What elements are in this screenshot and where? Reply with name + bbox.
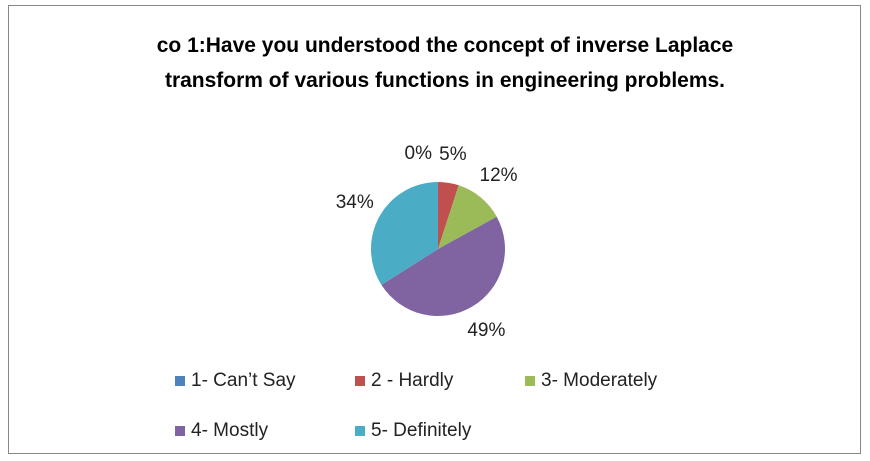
pie-slice (371, 182, 438, 285)
data-label: 5% (439, 144, 467, 165)
legend-label: 2 - Hardly (371, 370, 454, 391)
pie-slice (381, 216, 506, 317)
legend-label: 3- Moderately (541, 370, 658, 391)
legend-label: 4- Mostly (191, 420, 269, 441)
legend-label: 5- Definitely (371, 420, 472, 441)
chart-title: co 1:Have you understood the concept of … (156, 34, 734, 92)
data-label: 12% (480, 165, 518, 186)
pie-slice (438, 185, 497, 249)
chart-frame (8, 5, 861, 454)
legend-swatch (175, 426, 185, 436)
legend-swatch (525, 376, 535, 386)
legend-swatch (355, 426, 365, 436)
pie-slice (438, 182, 459, 249)
legend-swatch (175, 376, 185, 386)
data-label: 0% (405, 143, 433, 164)
legend-swatch (355, 376, 365, 386)
legend-label: 1- Can’t Say (191, 370, 296, 391)
data-label: 34% (336, 192, 374, 213)
data-label: 49% (467, 320, 505, 341)
